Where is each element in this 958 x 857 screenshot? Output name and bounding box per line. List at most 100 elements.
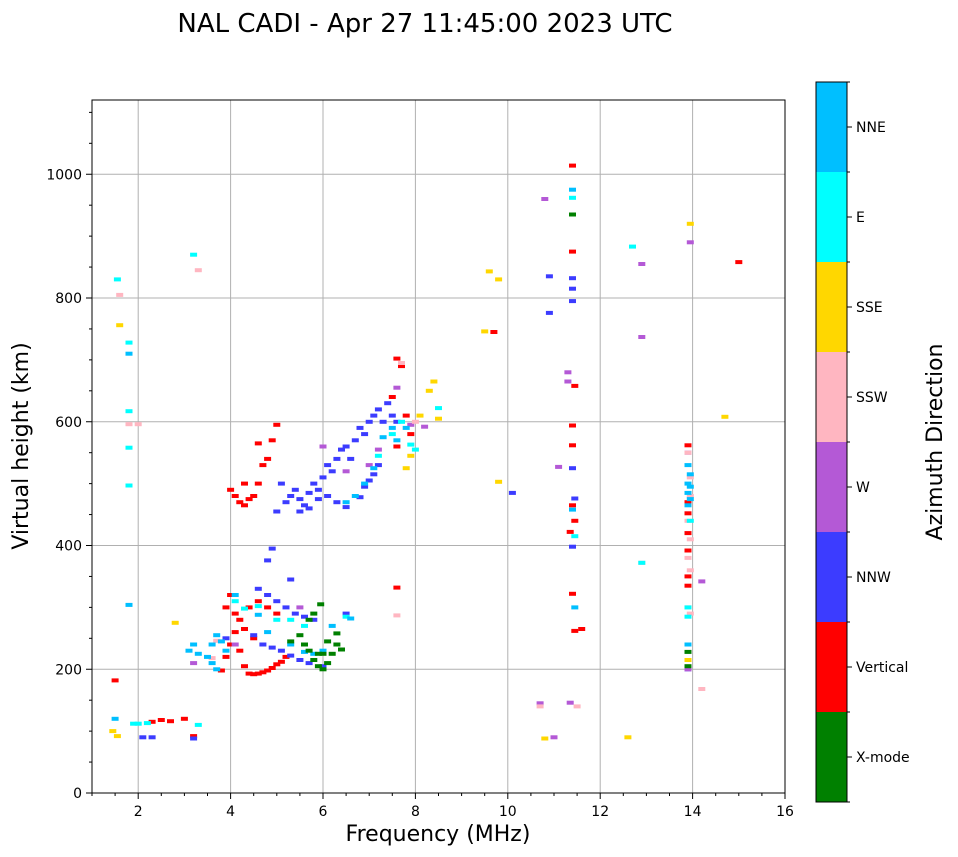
data-point-sse [624, 735, 632, 740]
data-point-ssw [686, 611, 694, 616]
data-point-nnw [148, 735, 156, 740]
x-tick-label: 12 [591, 804, 609, 820]
data-point-sse [481, 329, 489, 334]
data-point-e [143, 721, 151, 726]
data-point-nne [208, 661, 216, 666]
data-point-nne [684, 490, 692, 495]
data-point-e [684, 614, 692, 619]
data-point-nnw [365, 419, 373, 424]
data-point-nne [213, 667, 221, 672]
data-point-vertical [231, 630, 239, 635]
data-point-sse [686, 221, 694, 226]
plot-frame [91, 99, 786, 794]
data-point-vertical [282, 654, 290, 659]
data-point-vertical [254, 481, 262, 486]
data-point-vertical [227, 642, 235, 647]
data-point-e [130, 721, 138, 726]
data-point-x-mode [305, 648, 313, 653]
data-point-ssw [686, 568, 694, 573]
data-point-e [301, 623, 308, 628]
data-point-w [536, 701, 544, 706]
data-point-vertical [393, 585, 401, 590]
data-point-sse [109, 729, 117, 734]
data-point-nnw [569, 544, 576, 549]
data-point-vertical [388, 395, 396, 399]
data-point-vertical [245, 671, 253, 676]
data-point-nne [287, 642, 295, 647]
data-point-vertical [277, 659, 285, 664]
data-point-nne [231, 593, 239, 597]
data-point-nne [310, 651, 318, 656]
data-point-e [388, 432, 396, 437]
data-point-ssw [125, 422, 133, 427]
data-point-nnw [351, 438, 359, 443]
y-axis: 0 200 400 600 800 1000 [46, 111, 92, 802]
y-tick-label: 600 [55, 415, 82, 431]
data-point-vertical [227, 593, 235, 597]
data-point-ssw [398, 361, 405, 365]
colorbar-segment [816, 262, 847, 352]
data-point-vertical [264, 456, 272, 461]
data-point-vertical [393, 444, 401, 449]
data-point-vertical [273, 422, 281, 427]
data-point-vertical [111, 678, 119, 683]
data-point-x-mode [310, 611, 318, 616]
data-point-nne [301, 649, 308, 654]
data-point-e [194, 722, 202, 727]
data-point-nne [125, 351, 133, 356]
data-point-vertical [264, 605, 272, 610]
colorbar-tick-label: E [856, 210, 865, 226]
data-point-vertical [569, 443, 576, 448]
data-point-ssw [684, 555, 692, 560]
data-point-vertical [578, 627, 586, 631]
data-point-nnw [250, 633, 258, 638]
data-point-nne [684, 463, 692, 468]
data-point-x-mode [319, 667, 327, 672]
data-point-e [125, 445, 133, 450]
data-point-e [638, 560, 646, 565]
data-point-nnw [310, 617, 318, 622]
data-point-w [374, 447, 382, 452]
data-point-nnw [301, 614, 308, 619]
data-point-nne [204, 654, 211, 659]
data-point-e [569, 195, 576, 200]
data-point-vertical [684, 531, 692, 536]
data-point-ssw [208, 656, 216, 661]
data-point-vertical [254, 671, 262, 676]
data-point-e [435, 406, 442, 411]
data-points [109, 163, 743, 741]
data-point-nnw [319, 664, 327, 669]
data-point-nnw [305, 490, 313, 495]
data-point-nne [569, 507, 576, 512]
data-point-vertical [273, 611, 281, 616]
data-point-nne [351, 494, 359, 498]
data-point-nne [347, 616, 355, 621]
data-point-vertical [684, 583, 692, 588]
data-point-vertical [273, 662, 281, 667]
data-point-vertical [569, 249, 576, 254]
colorbar-frame [815, 81, 848, 803]
data-point-nne [264, 630, 272, 635]
data-point-sse [407, 453, 415, 458]
data-point-nnw [342, 611, 350, 616]
data-point-vertical [566, 529, 574, 534]
y-tick-label: 200 [55, 662, 82, 678]
colorbar-tick-label: X-mode [856, 750, 910, 766]
data-point-nne [213, 633, 221, 638]
data-point-nne [684, 481, 692, 486]
data-point-vertical [684, 500, 692, 505]
data-point-vertical [217, 668, 225, 673]
data-point-nnw [291, 611, 299, 616]
data-point-vertical [241, 627, 248, 631]
colorbar: X-mode Vertical NNW W SSW SSE E NNE [815, 81, 910, 803]
data-point-e [411, 447, 419, 452]
data-point-x-mode [328, 651, 336, 656]
data-point-ssw [116, 292, 124, 297]
data-point-nne [328, 623, 336, 628]
data-point-vertical [231, 611, 239, 616]
data-point-nne [125, 602, 133, 607]
data-point-nnw [569, 466, 576, 471]
data-point-nne [379, 435, 387, 440]
colorbar-segment [816, 172, 847, 262]
